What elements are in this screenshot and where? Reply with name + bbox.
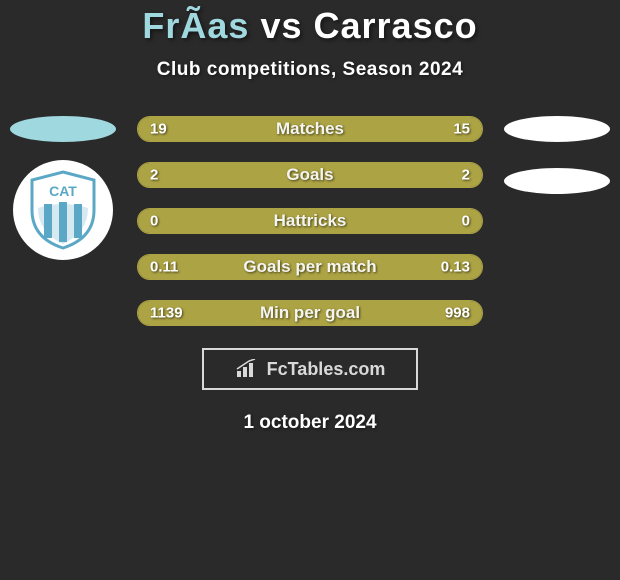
stat-bar: Goals 2 2 bbox=[137, 162, 483, 188]
stat-bar: Hattricks 0 0 bbox=[137, 208, 483, 234]
stat-fill-right bbox=[310, 163, 482, 187]
date-line: 1 october 2024 bbox=[0, 412, 620, 434]
stat-value-left: 0 bbox=[150, 213, 158, 230]
stat-label: Matches bbox=[276, 119, 344, 139]
title-vs: vs bbox=[260, 5, 302, 46]
watermark-text: FcTables.com bbox=[267, 359, 386, 380]
stat-value-right: 15 bbox=[453, 121, 470, 138]
stat-value-left: 19 bbox=[150, 121, 167, 138]
comparison-widget: FrÃ­as vs Carrasco Club competitions, Se… bbox=[0, 0, 620, 434]
stat-value-left: 2 bbox=[150, 167, 158, 184]
shield-icon: CAT bbox=[28, 170, 98, 250]
stat-value-left: 0.11 bbox=[150, 259, 178, 276]
main-row: CAT Matches 19 15 Goals 2 2 Hattricks 0 0 Goals p… bbox=[0, 116, 620, 326]
title-player-left: FrÃ­as bbox=[142, 5, 249, 46]
stats-column: Matches 19 15 Goals 2 2 Hattricks 0 0 Goals per m… bbox=[137, 116, 483, 326]
right-team-ellipse-2 bbox=[504, 168, 610, 194]
left-team-ellipse bbox=[10, 116, 116, 142]
stat-value-right: 2 bbox=[462, 167, 470, 184]
stat-value-left: 1139 bbox=[150, 305, 183, 322]
stat-value-right: 0.13 bbox=[441, 259, 470, 276]
right-column bbox=[501, 116, 613, 194]
stat-label: Min per goal bbox=[260, 303, 360, 323]
stat-label: Goals bbox=[286, 165, 333, 185]
subtitle: Club competitions, Season 2024 bbox=[0, 59, 620, 81]
watermark[interactable]: FcTables.com bbox=[202, 348, 418, 390]
title-player-right: Carrasco bbox=[314, 5, 478, 46]
left-team-crest: CAT bbox=[13, 160, 113, 260]
stat-bar: Matches 19 15 bbox=[137, 116, 483, 142]
stat-label: Goals per match bbox=[243, 257, 376, 277]
stat-bar: Goals per match 0.11 0.13 bbox=[137, 254, 483, 280]
svg-text:CAT: CAT bbox=[49, 183, 77, 199]
page-title: FrÃ­as vs Carrasco bbox=[0, 5, 620, 47]
stat-bar: Min per goal 1139 998 bbox=[137, 300, 483, 326]
chart-icon bbox=[235, 359, 261, 379]
left-column: CAT bbox=[7, 116, 119, 260]
right-team-ellipse-1 bbox=[504, 116, 610, 142]
stat-value-right: 998 bbox=[445, 305, 470, 322]
stat-value-right: 0 bbox=[462, 213, 470, 230]
stat-label: Hattricks bbox=[274, 211, 347, 231]
stat-fill-left bbox=[138, 163, 310, 187]
